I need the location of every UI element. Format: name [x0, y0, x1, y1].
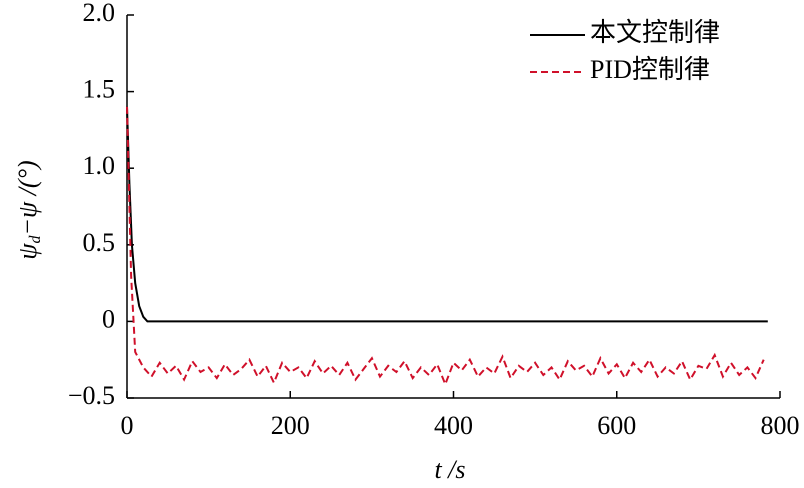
- y-axis-label: ψd−ψ /(°): [13, 160, 44, 259]
- y-tick-label: 0.5: [83, 228, 116, 257]
- y-label-part: ψ: [13, 243, 42, 260]
- x-tick-label: 400: [434, 411, 473, 440]
- x-tick-label: 200: [271, 411, 310, 440]
- legend-label: 本文控制律: [590, 18, 720, 47]
- y-tick-label: 0: [102, 304, 115, 333]
- data-line: [126, 106, 765, 387]
- data-line: [126, 106, 768, 323]
- x-tick-label: 800: [761, 411, 800, 440]
- y-tick-label: 1.0: [83, 151, 116, 180]
- y-tick-label: −0.5: [68, 381, 115, 410]
- y-label-part: −ψ /(°): [13, 160, 42, 235]
- y-tick-label: 1.5: [83, 75, 116, 104]
- y-label-subscript: d: [27, 234, 44, 243]
- x-tick-label: 0: [121, 411, 134, 440]
- x-tick-label: 600: [597, 411, 636, 440]
- legend-label: PID控制律: [590, 55, 710, 84]
- x-axis-label: t /s: [434, 455, 465, 484]
- y-tick-label: 2.0: [83, 0, 116, 27]
